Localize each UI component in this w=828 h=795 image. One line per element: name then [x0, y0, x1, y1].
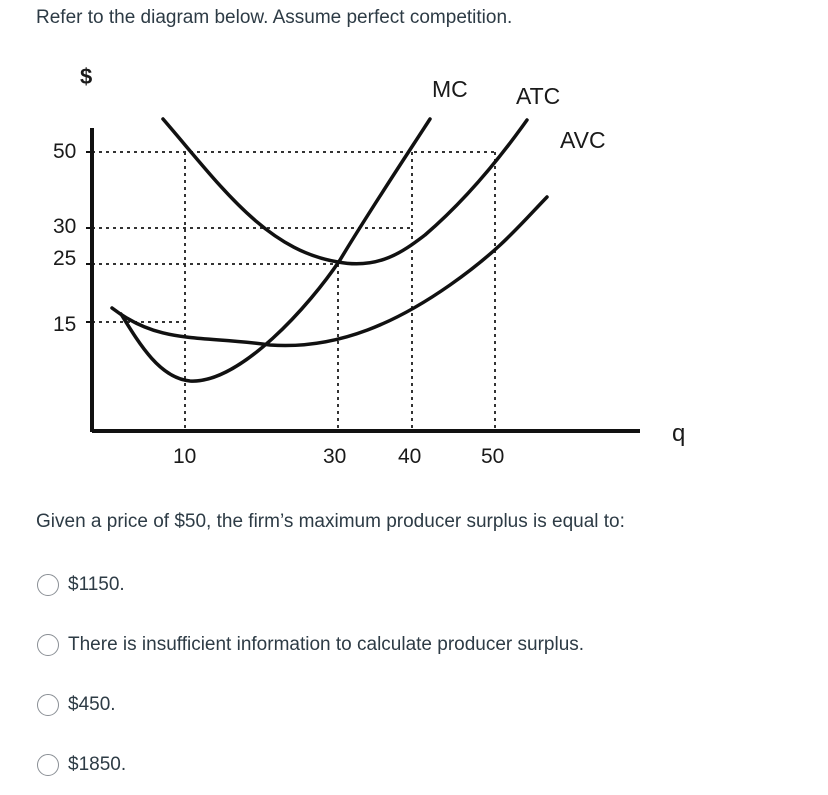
mc-curve: [119, 117, 432, 383]
guide-lines: [92, 151, 496, 432]
answer-option-label: $1150.: [68, 574, 125, 595]
mc-label: MC: [432, 76, 468, 102]
question-text: Given a price of $50, the firm’s maximum…: [36, 511, 625, 532]
radio-button[interactable]: [37, 694, 59, 716]
x-tick-label-30: 30: [323, 445, 346, 468]
y-axis-label: $: [80, 64, 92, 89]
answer-option[interactable]: There is insufficient information to cal…: [37, 631, 584, 659]
answer-option-label: $1850.: [68, 754, 127, 775]
x-tick-label-50: 50: [481, 445, 504, 468]
answer-option-label: There is insufficient information to cal…: [68, 634, 585, 655]
y-tick-label-30: 30: [53, 215, 76, 238]
avc-curve: [110, 195, 549, 348]
radio-button[interactable]: [37, 634, 59, 656]
cost-curves-diagram: $ q 50 30 25 15 10 30 40 50 MC ATC AVC: [53, 64, 685, 468]
answer-option[interactable]: $1150.: [37, 571, 125, 599]
atc-curve: [161, 117, 529, 266]
x-tick-label-40: 40: [398, 445, 421, 468]
x-axis-label: q: [672, 420, 685, 447]
radio-button[interactable]: [37, 574, 59, 596]
y-tick-label-15: 15: [53, 313, 76, 336]
y-tick-label-25: 25: [53, 247, 76, 270]
answer-option[interactable]: $1850.: [37, 751, 126, 779]
answer-option-label: $450.: [68, 694, 116, 715]
axes: [90, 128, 640, 433]
radio-button[interactable]: [37, 754, 59, 776]
answer-option[interactable]: $450.: [37, 691, 116, 719]
intro-text: Refer to the diagram below. Assume perfe…: [36, 7, 513, 28]
x-tick-label-10: 10: [173, 445, 196, 468]
y-tick-label-50: 50: [53, 140, 76, 163]
atc-label: ATC: [516, 83, 560, 109]
avc-label: AVC: [560, 127, 606, 153]
